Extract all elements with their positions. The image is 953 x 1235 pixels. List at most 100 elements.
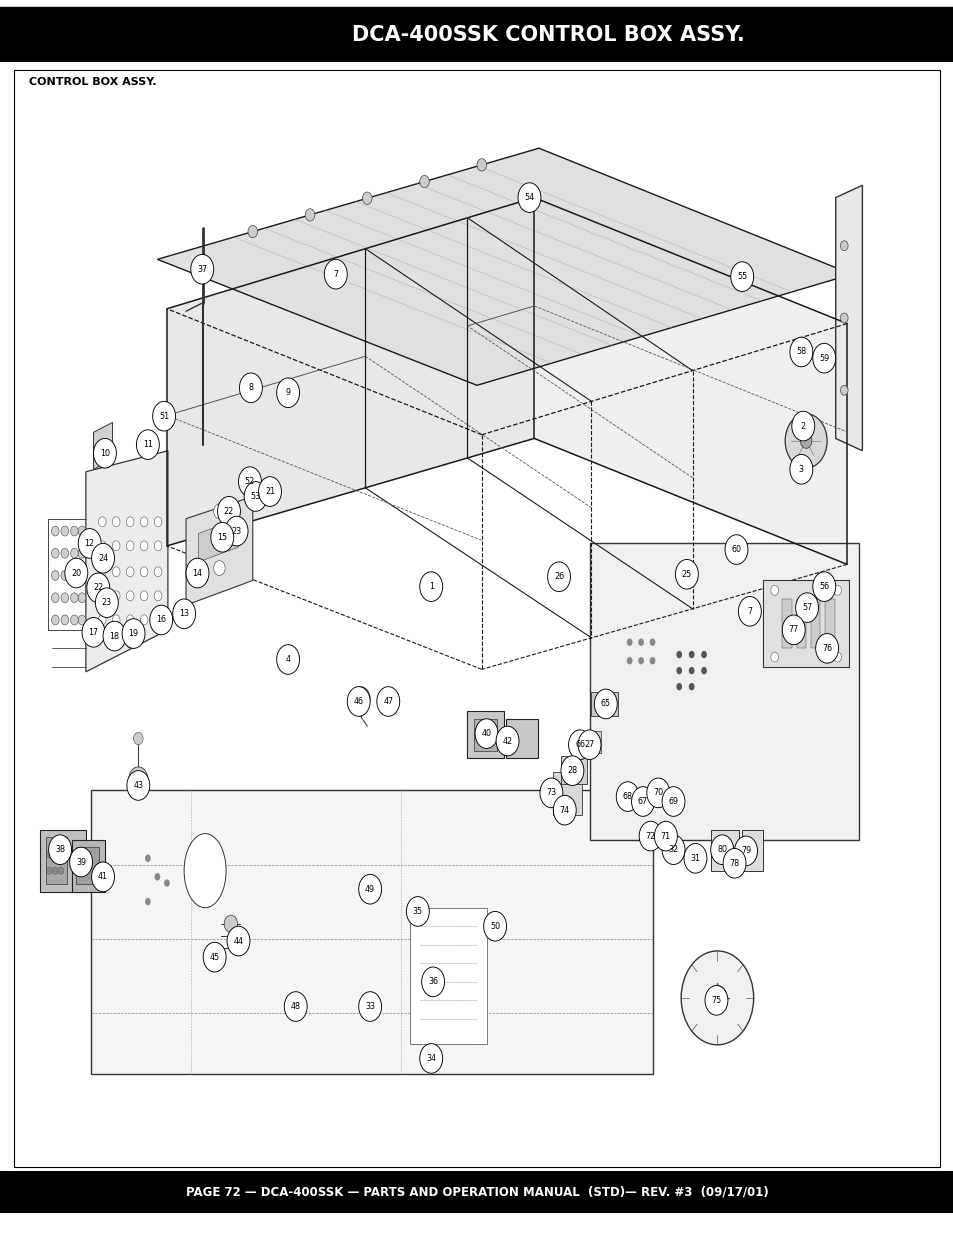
Circle shape — [789, 337, 812, 367]
Circle shape — [103, 621, 126, 651]
Circle shape — [98, 615, 106, 625]
Polygon shape — [91, 790, 653, 1074]
Circle shape — [61, 526, 69, 536]
Text: 14: 14 — [193, 568, 202, 578]
Circle shape — [539, 778, 562, 808]
Circle shape — [126, 615, 133, 625]
Text: 55: 55 — [737, 272, 746, 282]
Circle shape — [61, 548, 69, 558]
Circle shape — [186, 558, 209, 588]
Polygon shape — [198, 519, 238, 562]
Circle shape — [112, 516, 120, 527]
Circle shape — [688, 651, 694, 658]
Circle shape — [106, 632, 119, 650]
Circle shape — [51, 593, 59, 603]
Circle shape — [700, 651, 706, 658]
Circle shape — [244, 482, 267, 511]
Circle shape — [688, 667, 694, 674]
Circle shape — [126, 541, 133, 551]
Circle shape — [676, 667, 681, 674]
Circle shape — [419, 1044, 442, 1073]
Circle shape — [700, 667, 706, 674]
Circle shape — [70, 847, 92, 877]
Polygon shape — [824, 599, 834, 648]
Text: 2: 2 — [800, 421, 805, 431]
Circle shape — [616, 782, 639, 811]
Text: 44: 44 — [233, 936, 243, 946]
Circle shape — [238, 467, 261, 496]
Circle shape — [594, 689, 617, 719]
Circle shape — [676, 683, 681, 690]
Text: 79: 79 — [740, 846, 750, 856]
Circle shape — [51, 571, 59, 580]
Circle shape — [638, 657, 643, 664]
Text: 70: 70 — [653, 788, 662, 798]
Circle shape — [78, 615, 86, 625]
Circle shape — [358, 992, 381, 1021]
Circle shape — [126, 516, 133, 527]
Circle shape — [154, 567, 162, 577]
Circle shape — [406, 897, 429, 926]
Circle shape — [61, 615, 69, 625]
Circle shape — [419, 572, 442, 601]
Circle shape — [649, 657, 655, 664]
Polygon shape — [576, 731, 587, 753]
Circle shape — [164, 879, 170, 887]
Circle shape — [704, 986, 727, 1015]
Circle shape — [71, 548, 78, 558]
Text: 42: 42 — [502, 736, 512, 746]
Text: 66: 66 — [575, 740, 584, 750]
Circle shape — [152, 401, 175, 431]
Circle shape — [98, 541, 106, 551]
Circle shape — [631, 787, 654, 816]
Text: 33: 33 — [365, 1002, 375, 1011]
Circle shape — [112, 567, 120, 577]
Circle shape — [258, 477, 281, 506]
Circle shape — [78, 593, 86, 603]
Circle shape — [47, 851, 52, 858]
Text: 31: 31 — [690, 853, 700, 863]
Circle shape — [154, 516, 162, 527]
Circle shape — [71, 615, 78, 625]
Circle shape — [203, 942, 226, 972]
Circle shape — [87, 573, 110, 603]
Text: 21: 21 — [265, 487, 274, 496]
Circle shape — [578, 730, 600, 760]
Text: 9: 9 — [285, 388, 291, 398]
Text: 36: 36 — [428, 977, 437, 987]
Text: 59: 59 — [819, 353, 828, 363]
Text: 8: 8 — [248, 383, 253, 393]
Text: 46: 46 — [354, 697, 363, 706]
Circle shape — [112, 615, 120, 625]
Circle shape — [734, 836, 757, 866]
Circle shape — [133, 732, 143, 745]
Text: 19: 19 — [129, 629, 138, 638]
Circle shape — [51, 615, 59, 625]
Text: 51: 51 — [159, 411, 169, 421]
Circle shape — [51, 548, 59, 558]
Circle shape — [654, 821, 677, 851]
Circle shape — [840, 385, 847, 395]
Text: 12: 12 — [85, 538, 94, 548]
Circle shape — [211, 522, 233, 552]
Text: 58: 58 — [796, 347, 805, 357]
Polygon shape — [474, 719, 497, 751]
Circle shape — [140, 590, 148, 600]
Circle shape — [213, 561, 225, 576]
Circle shape — [52, 867, 58, 874]
Text: 34: 34 — [426, 1053, 436, 1063]
Text: 71: 71 — [660, 831, 670, 841]
Circle shape — [172, 599, 195, 629]
FancyBboxPatch shape — [0, 7, 953, 62]
Text: 77: 77 — [788, 625, 798, 635]
Circle shape — [638, 638, 643, 646]
Circle shape — [724, 535, 747, 564]
Circle shape — [840, 241, 847, 251]
Text: 53: 53 — [251, 492, 260, 501]
Text: 45: 45 — [210, 952, 219, 962]
Circle shape — [770, 652, 778, 662]
Circle shape — [781, 615, 804, 645]
Polygon shape — [835, 185, 862, 451]
Circle shape — [217, 496, 240, 526]
Circle shape — [71, 526, 78, 536]
